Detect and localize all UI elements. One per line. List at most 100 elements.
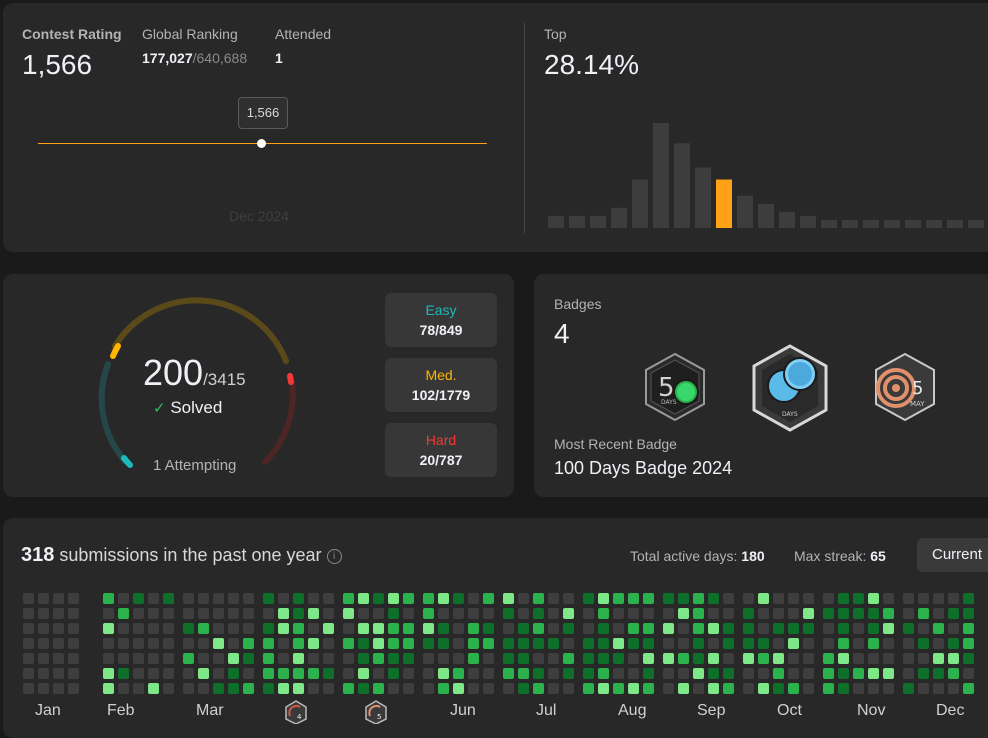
heatmap-day-cell[interactable]: [163, 608, 174, 619]
heatmap-day-cell[interactable]: [243, 638, 254, 649]
heatmap-day-cell[interactable]: [663, 653, 674, 664]
heatmap-day-cell[interactable]: [708, 668, 719, 679]
heatmap-day-cell[interactable]: [693, 683, 704, 694]
heatmap-day-cell[interactable]: [883, 638, 894, 649]
heatmap-day-cell[interactable]: [708, 623, 719, 634]
heatmap-day-cell[interactable]: [758, 608, 769, 619]
heatmap-day-cell[interactable]: [823, 593, 834, 604]
heatmap-day-cell[interactable]: [678, 668, 689, 679]
heatmap-day-cell[interactable]: [918, 668, 929, 679]
heatmap-day-cell[interactable]: [628, 683, 639, 694]
100-days-badge-icon[interactable]: DAYS: [750, 344, 830, 432]
heatmap-day-cell[interactable]: [228, 623, 239, 634]
heatmap-day-cell[interactable]: [323, 638, 334, 649]
heatmap-day-cell[interactable]: [118, 638, 129, 649]
heatmap-day-cell[interactable]: [53, 623, 64, 634]
heatmap-day-cell[interactable]: [758, 653, 769, 664]
histogram-bar[interactable]: [716, 179, 732, 228]
heatmap-day-cell[interactable]: [583, 638, 594, 649]
heatmap-day-cell[interactable]: [343, 653, 354, 664]
heatmap-day-cell[interactable]: [468, 623, 479, 634]
heatmap-day-cell[interactable]: [38, 593, 49, 604]
heatmap-day-cell[interactable]: [743, 623, 754, 634]
heatmap-day-cell[interactable]: [118, 593, 129, 604]
heatmap-day-cell[interactable]: [118, 668, 129, 679]
heatmap-day-cell[interactable]: [163, 668, 174, 679]
heatmap-day-cell[interactable]: [583, 593, 594, 604]
heatmap-day-cell[interactable]: [613, 638, 624, 649]
heatmap-day-cell[interactable]: [263, 593, 274, 604]
heatmap-day-cell[interactable]: [468, 593, 479, 604]
heatmap-day-cell[interactable]: [948, 623, 959, 634]
heatmap-day-cell[interactable]: [743, 608, 754, 619]
heatmap-day-cell[interactable]: [483, 608, 494, 619]
heatmap-day-cell[interactable]: [758, 623, 769, 634]
heatmap-day-cell[interactable]: [453, 683, 464, 694]
heatmap-day-cell[interactable]: [723, 638, 734, 649]
heatmap-day-cell[interactable]: [308, 608, 319, 619]
heatmap-day-cell[interactable]: [103, 593, 114, 604]
heatmap-day-cell[interactable]: [103, 683, 114, 694]
heatmap-day-cell[interactable]: [23, 683, 34, 694]
heatmap-day-cell[interactable]: [518, 608, 529, 619]
heatmap-day-cell[interactable]: [583, 683, 594, 694]
heatmap-day-cell[interactable]: [563, 608, 574, 619]
heatmap-day-cell[interactable]: [503, 638, 514, 649]
heatmap-day-cell[interactable]: [213, 683, 224, 694]
heatmap-day-cell[interactable]: [403, 638, 414, 649]
heatmap-day-cell[interactable]: [758, 683, 769, 694]
heatmap-day-cell[interactable]: [803, 608, 814, 619]
heatmap-day-cell[interactable]: [373, 668, 384, 679]
heatmap-day-cell[interactable]: [663, 623, 674, 634]
heatmap-day-cell[interactable]: [533, 638, 544, 649]
heatmap-day-cell[interactable]: [403, 683, 414, 694]
heatmap-day-cell[interactable]: [868, 608, 879, 619]
heatmap-day-cell[interactable]: [723, 668, 734, 679]
heatmap-day-cell[interactable]: [293, 653, 304, 664]
heatmap-day-cell[interactable]: [598, 653, 609, 664]
heatmap-day-cell[interactable]: [213, 593, 224, 604]
heatmap-day-cell[interactable]: [883, 623, 894, 634]
heatmap-day-cell[interactable]: [918, 593, 929, 604]
heatmap-day-cell[interactable]: [213, 608, 224, 619]
heatmap-day-cell[interactable]: [243, 683, 254, 694]
heatmap-day-cell[interactable]: [948, 683, 959, 694]
heatmap-day-cell[interactable]: [358, 653, 369, 664]
heatmap-day-cell[interactable]: [743, 593, 754, 604]
heatmap-day-cell[interactable]: [388, 623, 399, 634]
heatmap-day-cell[interactable]: [228, 653, 239, 664]
heatmap-day-cell[interactable]: [548, 653, 559, 664]
heatmap-day-cell[interactable]: [853, 638, 864, 649]
heatmap-day-cell[interactable]: [68, 638, 79, 649]
heatmap-day-cell[interactable]: [583, 668, 594, 679]
heatmap-day-cell[interactable]: [293, 608, 304, 619]
heatmap-day-cell[interactable]: [133, 608, 144, 619]
heatmap-day-cell[interactable]: [213, 638, 224, 649]
heatmap-day-cell[interactable]: [468, 608, 479, 619]
heatmap-day-cell[interactable]: [868, 638, 879, 649]
histogram-bar[interactable]: [611, 207, 627, 228]
may-month-badge-icon[interactable]: 5: [364, 700, 388, 724]
heatmap-day-cell[interactable]: [933, 593, 944, 604]
heatmap-day-cell[interactable]: [343, 608, 354, 619]
heatmap-day-cell[interactable]: [868, 653, 879, 664]
heatmap-day-cell[interactable]: [723, 653, 734, 664]
heatmap-day-cell[interactable]: [788, 593, 799, 604]
heatmap-day-cell[interactable]: [853, 683, 864, 694]
heatmap-day-cell[interactable]: [388, 638, 399, 649]
heatmap-day-cell[interactable]: [183, 608, 194, 619]
heatmap-day-cell[interactable]: [788, 668, 799, 679]
heatmap-day-cell[interactable]: [663, 638, 674, 649]
heatmap-day-cell[interactable]: [963, 683, 974, 694]
heatmap-day-cell[interactable]: [23, 608, 34, 619]
heatmap-day-cell[interactable]: [483, 668, 494, 679]
heatmap-day-cell[interactable]: [503, 623, 514, 634]
heatmap-day-cell[interactable]: [723, 623, 734, 634]
heatmap-day-cell[interactable]: [358, 623, 369, 634]
heatmap-day-cell[interactable]: [548, 638, 559, 649]
heatmap-day-cell[interactable]: [903, 623, 914, 634]
heatmap-day-cell[interactable]: [278, 608, 289, 619]
heatmap-day-cell[interactable]: [708, 683, 719, 694]
heatmap-day-cell[interactable]: [613, 593, 624, 604]
april-badge-icon[interactable]: 4: [284, 700, 308, 724]
